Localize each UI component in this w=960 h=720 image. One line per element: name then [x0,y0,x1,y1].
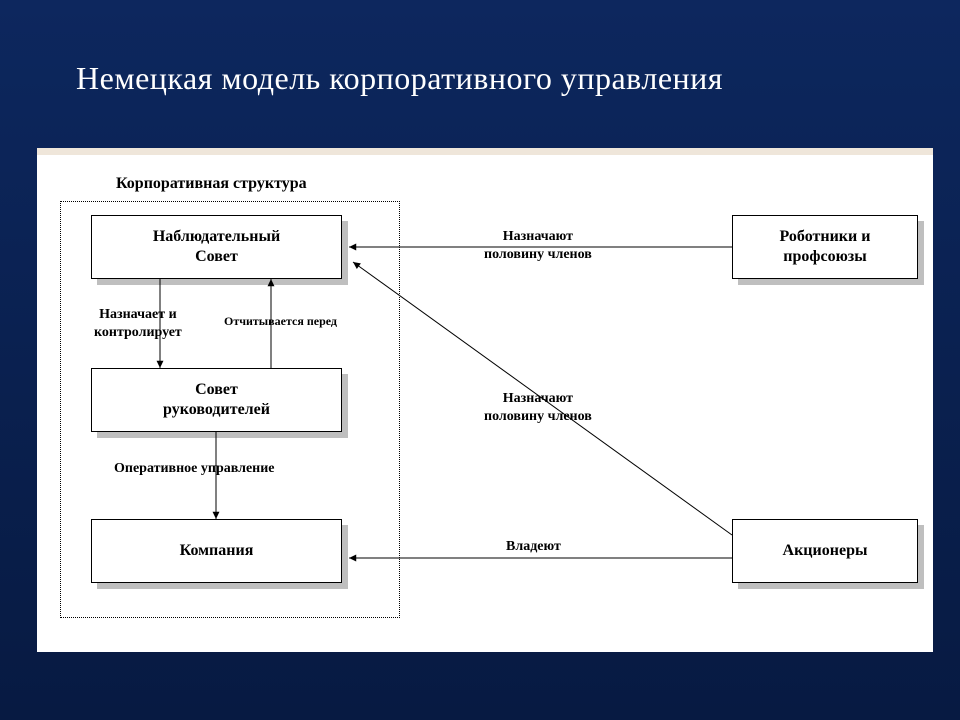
node-label: Роботники ипрофсоюзы [780,227,871,267]
edge-label-shareholders-appoint: Назначаютполовину членов [484,390,592,425]
node-label: Советруководителей [163,380,270,420]
node-workers-unions: Роботники ипрофсоюзы [732,215,918,279]
slide: Немецкая модель корпоративного управлени… [0,0,960,720]
node-label: Компания [180,541,254,561]
edge-label-workers-appoint: Назначаютполовину членов [484,228,592,263]
edge-label-appoints-controls: Назначает иконтролирует [94,306,182,341]
node-company: Компания [91,519,342,583]
diagram-panel: Корпоративная структура НаблюдательныйСо… [37,155,933,652]
node-label: Акционеры [783,541,868,561]
node-board-of-directors: Советруководителей [91,368,342,432]
edge-label-shareholders-own: Владеют [506,538,561,556]
section-title: Корпоративная структура [116,175,307,193]
node-label: НаблюдательныйСовет [153,227,280,267]
edge-label-reports-to: Отчитывается перед [224,314,337,329]
node-shareholders: Акционеры [732,519,918,583]
slide-title: Немецкая модель корпоративного управлени… [76,60,723,97]
node-supervisory-board: НаблюдательныйСовет [91,215,342,279]
edge-label-operational-mgmt: Оперативное управление [114,460,275,478]
